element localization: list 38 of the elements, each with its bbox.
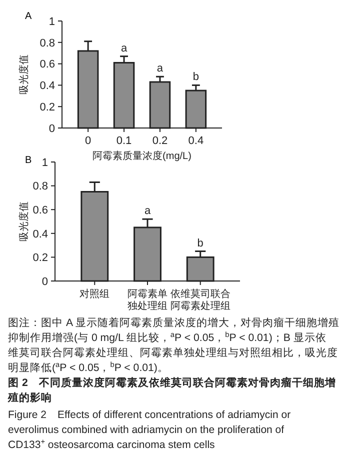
annotation: a <box>144 205 152 218</box>
y-tick-label: 0.2 <box>32 252 48 264</box>
text: 抑制作用增强(与 0 mg/L 组比较，$^{a}$P < 0.05，$^{b}$P < 0.01)；B 显示依 <box>8 330 326 344</box>
x-tick-label: 阿霉素单独处理组 <box>128 288 168 312</box>
chart-title: A <box>25 11 32 22</box>
x-axis-title: 阿霉素质量浓度(mg/L) <box>92 150 192 162</box>
text: 图注：图中 A 显示随着阿霉素质量浓度的增大，对骨肉瘤干细胞增殖 <box>8 316 340 329</box>
text: everolimus combined with adriamycin on the proliferation of <box>8 424 284 436</box>
y-tick-label: 0.8 <box>32 180 48 193</box>
x-tick-label: 0 <box>85 135 92 147</box>
text: CD133$^{+}$ osteosarcoma carcinoma stem cells <box>8 436 215 451</box>
text: 维莫司联合阿霉素处理组、阿霉素单独处理组与对照组相比，吸光度 <box>8 346 338 359</box>
x-tick-label: 0.4 <box>188 135 204 147</box>
caption: Figure 2 Effects of different concentrations of adriamycin or <box>8 409 292 421</box>
y-tick-label: 1 <box>42 156 48 169</box>
annotation: a <box>120 42 128 54</box>
y-axis-title: 吸光度值 <box>18 202 30 242</box>
y-tick-label: 0.6 <box>32 204 48 216</box>
x-tick-label: 依维莫司联合阿霉素处理组 <box>170 288 230 312</box>
annotation: b <box>197 237 204 250</box>
chart-title: B <box>25 155 32 166</box>
x-tick-label: 对照组 <box>80 288 110 300</box>
y-tick-label: 0.8 <box>40 37 55 50</box>
y-tick-label: 0 <box>48 122 55 135</box>
y-tick-label: 1 <box>48 16 55 28</box>
caption: 图 2 不同质量浓度阿霉素及依维莫司联合阿霉素对骨肉瘤干细胞增 <box>8 376 336 389</box>
y-tick-label: 0 <box>42 276 48 288</box>
y-tick-label: 0.4 <box>40 80 55 92</box>
y-tick-label: 0.2 <box>40 101 55 114</box>
annotation: a <box>156 62 164 75</box>
x-tick-label: 0.1 <box>116 135 132 147</box>
annotation: b <box>192 71 199 84</box>
text: 殖的影响 <box>7 391 52 404</box>
text: 明显降低($^{a}$P < 0.05，$^{b}$P < 0.01)。 <box>8 360 168 374</box>
y-axis-title: 吸光度值 <box>18 54 30 94</box>
x-tick-label: 0.2 <box>152 135 168 147</box>
y-tick-label: 0.6 <box>40 58 55 71</box>
y-tick-label: 0.4 <box>32 228 48 240</box>
